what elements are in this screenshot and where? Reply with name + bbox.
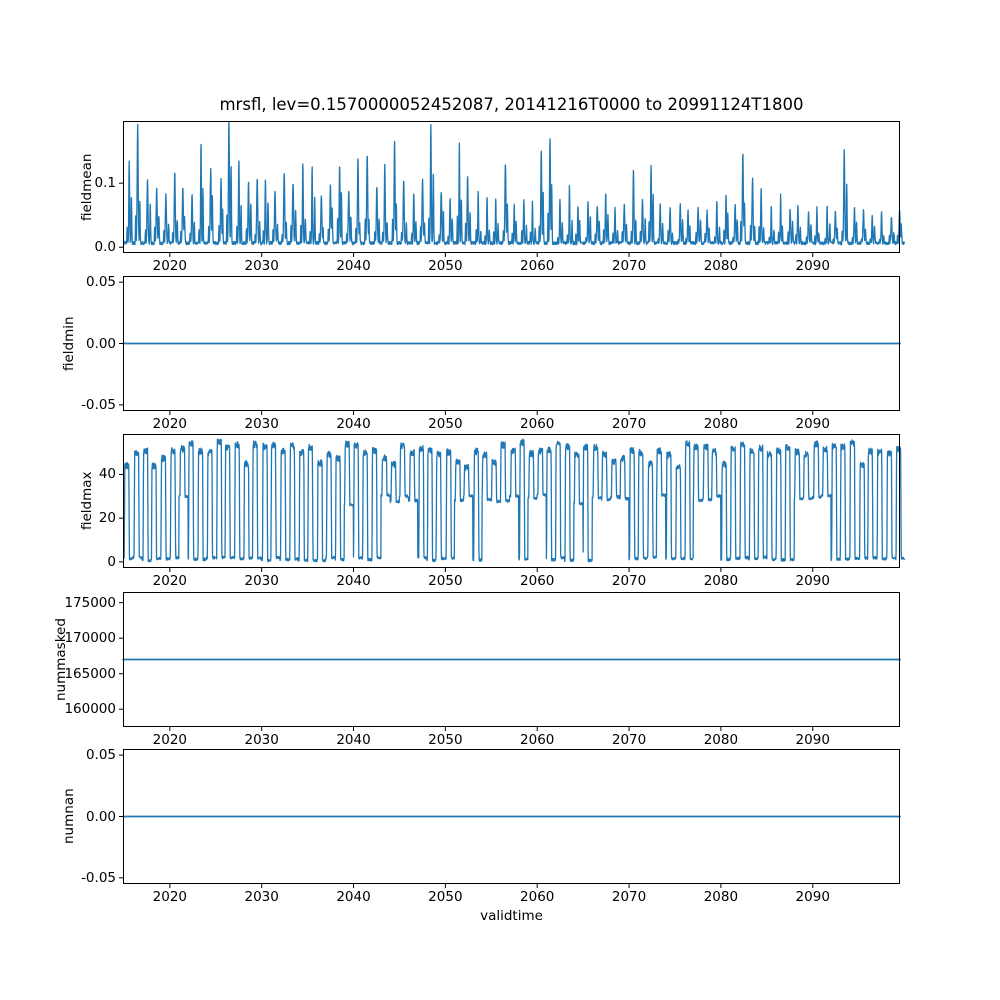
- y-tick-label: 0.05: [85, 747, 116, 764]
- x-tick-label: 2020: [152, 732, 187, 748]
- y-tick-label: 160000: [64, 701, 116, 718]
- y-tick-label: 0.00: [85, 808, 116, 825]
- x-tick-label: 2090: [795, 416, 830, 432]
- x-tick-label: 2080: [703, 732, 739, 748]
- y-tick-label: 0: [107, 553, 116, 570]
- x-tick-label: 2040: [336, 573, 371, 589]
- subplot-fieldmax: fieldmax: [0, 434, 1000, 572]
- x-tick-label: 2070: [611, 732, 647, 748]
- x-tick-label: 2060: [520, 889, 555, 905]
- x-tick-label: 2090: [795, 889, 830, 905]
- x-tick-label: 2090: [795, 732, 830, 748]
- y-tick-label: 165000: [64, 665, 116, 682]
- x-tick-label: 2040: [336, 258, 371, 274]
- x-tick-label: 2070: [611, 889, 647, 905]
- x-tick-label: 2020: [152, 258, 187, 274]
- x-tick-label: 2060: [520, 416, 555, 432]
- x-tick-label: 2030: [244, 732, 279, 748]
- x-tick-label: 2030: [244, 573, 279, 589]
- subplot-fieldmean: fieldmean: [0, 121, 1000, 257]
- y-tick-label: -0.05: [81, 869, 116, 886]
- x-tick-label: 2040: [336, 889, 371, 905]
- figure-title: mrsfl, lev=0.1570000052452087, 20141216T…: [219, 95, 804, 114]
- x-tick-label: 2080: [703, 416, 739, 432]
- subplot-numnan: numnan: [0, 749, 1000, 888]
- x-tick-label: 2070: [611, 416, 647, 432]
- plot-area-nummasked: [119, 592, 901, 731]
- x-tick-label: 2080: [703, 889, 739, 905]
- y-tick-label: 0.0: [94, 239, 116, 256]
- x-tick-label: 2070: [611, 258, 647, 274]
- y-tick-label: 0.05: [85, 274, 116, 291]
- plot-area-numnan: [119, 749, 901, 888]
- x-tick-label: 2020: [152, 573, 187, 589]
- subplot-fieldmin: fieldmin: [0, 276, 1000, 415]
- subplot-nummasked: nummasked: [0, 592, 1000, 731]
- y-tick-label: -0.05: [81, 396, 116, 413]
- y-tick-label: 0.1: [94, 175, 116, 192]
- x-axis-label: validtime: [480, 908, 543, 924]
- x-tick-label: 2050: [428, 732, 463, 748]
- x-tick-label: 2050: [428, 889, 463, 905]
- x-tick-label: 2060: [520, 732, 555, 748]
- x-tick-label: 2050: [428, 258, 463, 274]
- y-tick-label: 175000: [64, 594, 116, 611]
- x-tick-label: 2080: [703, 258, 739, 274]
- x-tick-label: 2080: [703, 573, 739, 589]
- x-tick-label: 2050: [428, 573, 463, 589]
- y-axis-label-fieldmax: fieldmax: [79, 471, 95, 531]
- x-tick-label: 2070: [611, 573, 647, 589]
- x-tick-label: 2090: [795, 258, 830, 274]
- x-tick-label: 2050: [428, 416, 463, 432]
- plot-area-fieldmean: [119, 121, 906, 257]
- x-tick-label: 2060: [520, 573, 555, 589]
- x-tick-label: 2040: [336, 416, 371, 432]
- x-tick-label: 2090: [795, 573, 830, 589]
- x-tick-label: 2060: [520, 258, 555, 274]
- x-tick-label: 2030: [244, 258, 279, 274]
- x-tick-label: 2020: [152, 889, 187, 905]
- x-tick-label: 2030: [244, 416, 279, 432]
- y-tick-label: 0.00: [85, 335, 116, 352]
- y-tick-label: 40: [98, 466, 116, 483]
- x-tick-label: 2030: [244, 889, 279, 905]
- x-tick-label: 2020: [152, 416, 187, 432]
- x-tick-label: 2040: [336, 732, 371, 748]
- plot-area-fieldmax: [119, 434, 906, 572]
- plot-area-fieldmin: [119, 276, 901, 415]
- y-tick-label: 170000: [64, 630, 116, 647]
- y-tick-label: 20: [98, 510, 116, 527]
